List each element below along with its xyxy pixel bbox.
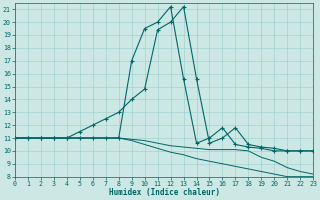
X-axis label: Humidex (Indice chaleur): Humidex (Indice chaleur) [108,188,220,197]
